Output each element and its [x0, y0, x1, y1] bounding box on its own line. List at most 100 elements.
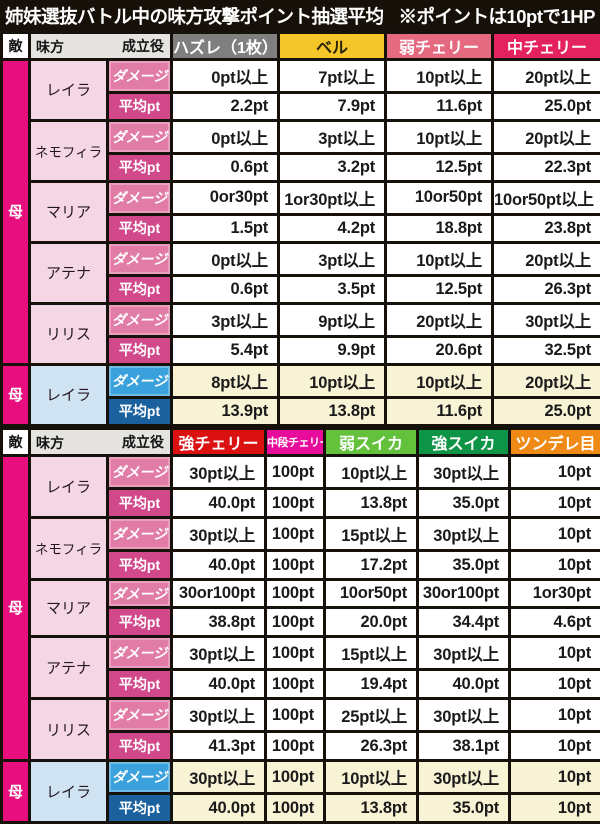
avg-value-cell: 7.9pt [277, 90, 387, 122]
column-header: 弱スイカ [323, 427, 419, 457]
damage-value-cell: 100pt [264, 515, 326, 553]
ally-role-corner: 味方 成立役 [28, 427, 173, 457]
enemy-header-label: 敵 [0, 31, 31, 61]
avg-value-cell: 40.0pt [170, 487, 267, 519]
avg-value-cell: 0.6pt [170, 151, 280, 183]
avg-value-cell: 13.8pt [323, 487, 419, 519]
damage-label-cell: ダメージ [106, 240, 173, 277]
avg-value-cell: 19.4pt [323, 668, 419, 700]
avg-label-cell: 平均pt [106, 606, 173, 638]
ally-name-cell: レイラ [28, 758, 109, 824]
damage-value-cell: 3pt以上 [170, 301, 280, 338]
avg-value-cell: 34.4pt [416, 606, 511, 638]
avg-value-cell: 10pt [508, 668, 600, 700]
role-corner-label: 成立役 [122, 434, 164, 450]
avg-value-cell: 13.8pt [323, 792, 419, 824]
damage-value-cell: 0or30pt [170, 179, 280, 216]
avg-label-cell: 平均pt [106, 334, 173, 366]
damage-value-cell: 100pt [264, 634, 326, 672]
ally-name-cell: アテナ [28, 240, 109, 305]
damage-value-cell: 0pt以上 [170, 118, 280, 155]
attack-points-table-lower: 敵味方 成立役 強チェリー 中段チェリー 弱スイカ 強スイカ ツンデレ目母レイラ ダメージ 30… [0, 427, 600, 824]
mother-cell: 母 [0, 58, 31, 366]
damage-value-cell: 20pt以上 [384, 301, 494, 338]
damage-value-cell: 30pt以上 [416, 515, 511, 553]
damage-value-cell: 10pt以上 [384, 240, 494, 277]
damage-value-cell: 10pt [508, 758, 600, 796]
ally-name-cell: レイラ [28, 362, 109, 428]
avg-value-cell: 5.4pt [170, 334, 280, 366]
damage-value-cell: 10pt [508, 453, 600, 491]
ally-name-cell: アテナ [28, 635, 109, 700]
avg-value-cell: 11.6pt [384, 90, 494, 122]
damage-label-cell: ダメージ [106, 634, 173, 672]
avg-value-cell: 10pt [508, 549, 600, 581]
avg-value-cell: 41.3pt [170, 730, 267, 762]
column-header: 中チェリー [491, 31, 600, 61]
damage-value-cell: 100pt [264, 696, 326, 734]
damage-value-cell: 25pt以上 [323, 696, 419, 734]
damage-value-cell: 30pt以上 [416, 758, 511, 796]
ally-name-cell: レイラ [28, 454, 109, 519]
damage-value-cell: 30pt以上 [170, 696, 267, 734]
damage-value-cell: 10pt以上 [323, 453, 419, 491]
damage-value-cell: 20pt以上 [491, 58, 600, 94]
damage-label-cell: ダメージ [106, 301, 173, 338]
damage-label-cell: ダメージ [106, 515, 173, 553]
avg-value-cell: 20.6pt [384, 334, 494, 366]
damage-value-cell: 10pt以上 [384, 58, 494, 94]
avg-value-cell: 13.8pt [277, 395, 387, 428]
column-header: 強チェリー [170, 427, 267, 457]
avg-value-cell: 11.6pt [384, 395, 494, 428]
ally-corner-label: 味方 [36, 435, 64, 451]
damage-value-cell: 30or100pt [416, 577, 511, 610]
column-header: ツンデレ目 [508, 427, 600, 457]
ally-name-cell: マリア [28, 179, 109, 244]
title-note: ※ポイントは10ptで1HP [398, 5, 595, 27]
avg-value-cell: 2.2pt [170, 90, 280, 122]
damage-value-cell: 0pt以上 [170, 240, 280, 277]
avg-value-cell: 35.0pt [416, 792, 511, 824]
avg-value-cell: 100pt [264, 792, 326, 824]
damage-value-cell: 30pt以上 [170, 758, 267, 796]
damage-value-cell: 7pt以上 [277, 58, 387, 94]
column-header: ベル [277, 31, 387, 61]
damage-label-cell: ダメージ [106, 696, 173, 734]
damage-value-cell: 20pt以上 [491, 362, 600, 399]
damage-label-cell: ダメージ [106, 577, 173, 610]
role-corner-label: 成立役 [122, 38, 164, 54]
ally-name-cell: マリア [28, 577, 109, 639]
avg-value-cell: 4.6pt [508, 606, 600, 638]
avg-value-cell: 10pt [508, 487, 600, 519]
column-header: ハズレ（1枚） [170, 31, 280, 61]
damage-value-cell: 20pt以上 [491, 240, 600, 277]
avg-value-cell: 10pt [508, 792, 600, 824]
ally-name-cell: リリス [28, 301, 109, 366]
avg-value-cell: 23.8pt [491, 212, 600, 244]
damage-value-cell: 10pt [508, 634, 600, 672]
avg-label-cell: 平均pt [106, 212, 173, 244]
avg-value-cell: 40.0pt [170, 549, 267, 581]
avg-value-cell: 32.5pt [491, 334, 600, 366]
avg-value-cell: 4.2pt [277, 212, 387, 244]
avg-value-cell: 26.3pt [491, 273, 600, 305]
damage-value-cell: 30pt以上 [416, 696, 511, 734]
damage-label-cell: ダメージ [106, 362, 173, 399]
avg-value-cell: 40.0pt [170, 792, 267, 824]
avg-value-cell: 10pt [508, 730, 600, 762]
avg-label-cell: 平均pt [106, 395, 173, 428]
avg-value-cell: 40.0pt [170, 668, 267, 700]
damage-value-cell: 10pt以上 [384, 118, 494, 155]
mother-cell: 母 [0, 758, 31, 824]
damage-value-cell: 100pt [264, 577, 326, 610]
avg-label-cell: 平均pt [106, 487, 173, 519]
avg-value-cell: 100pt [264, 549, 326, 581]
damage-value-cell: 3pt以上 [277, 240, 387, 277]
avg-value-cell: 100pt [264, 606, 326, 638]
avg-value-cell: 35.0pt [416, 549, 511, 581]
title-bar: 姉妹選抜バトル中の味方攻撃ポイント抽選平均 ※ポイントは10ptで1HP [0, 0, 600, 31]
avg-value-cell: 38.1pt [416, 730, 511, 762]
damage-value-cell: 10pt以上 [384, 362, 494, 399]
ally-name-cell: ネモフィラ [28, 118, 109, 183]
avg-label-cell: 平均pt [106, 668, 173, 700]
